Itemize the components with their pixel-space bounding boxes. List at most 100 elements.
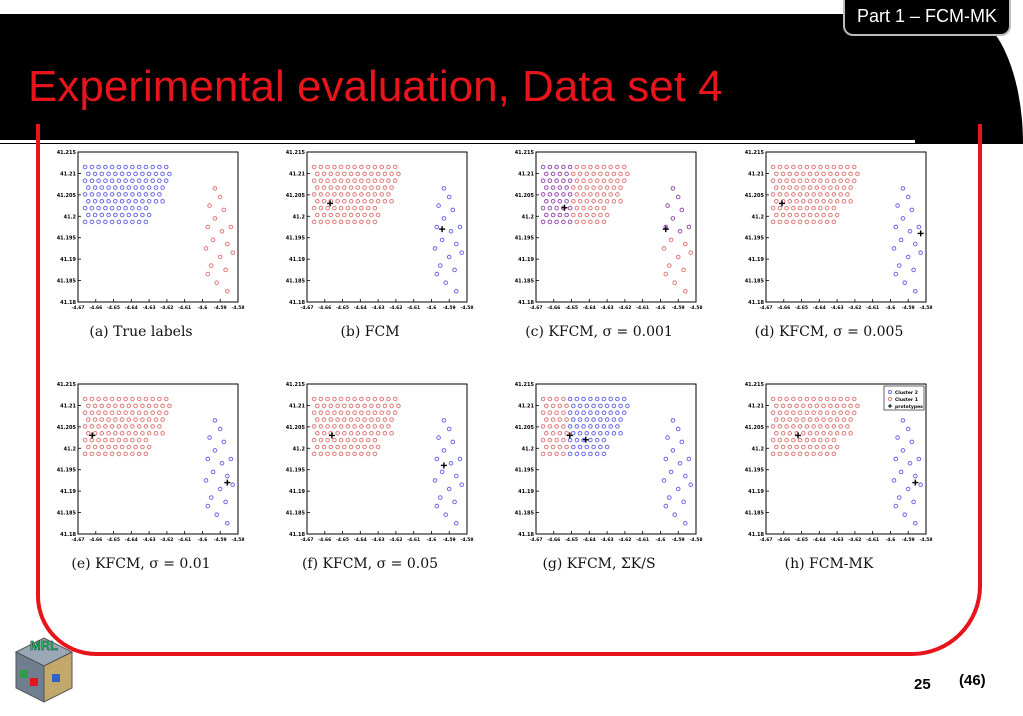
data-point bbox=[396, 403, 401, 409]
data-point bbox=[791, 451, 796, 457]
y-tick-label: 41.19 bbox=[748, 257, 764, 263]
data-point bbox=[804, 437, 810, 443]
data-point bbox=[375, 417, 381, 422]
data-point bbox=[905, 254, 911, 260]
data-point bbox=[581, 219, 586, 225]
data-point bbox=[362, 171, 367, 177]
data-point bbox=[787, 199, 793, 204]
y-tick-label: 41.21 bbox=[60, 171, 76, 177]
data-point bbox=[335, 199, 340, 204]
data-point bbox=[561, 192, 566, 197]
data-point bbox=[434, 271, 440, 277]
x-tick-label: -4.61 bbox=[407, 305, 420, 311]
data-point bbox=[116, 219, 122, 225]
data-point bbox=[618, 431, 623, 436]
data-point bbox=[332, 178, 337, 184]
x-tick-label: -4.63 bbox=[601, 537, 614, 543]
data-point bbox=[787, 185, 793, 190]
data-point bbox=[345, 219, 351, 225]
data-point bbox=[157, 192, 162, 197]
x-tick-label: -4.61 bbox=[636, 537, 649, 543]
data-point bbox=[130, 192, 135, 197]
x-tick-label: -4.61 bbox=[636, 305, 649, 311]
data-point bbox=[359, 451, 364, 457]
data-point bbox=[550, 212, 556, 218]
data-point bbox=[153, 431, 159, 436]
data-point bbox=[228, 224, 234, 230]
data-point bbox=[96, 205, 101, 211]
data-point bbox=[441, 418, 447, 423]
y-tick-label: 41.195 bbox=[57, 236, 77, 242]
data-point bbox=[851, 164, 857, 170]
data-point bbox=[591, 444, 596, 450]
data-point bbox=[359, 205, 364, 211]
data-point bbox=[608, 410, 613, 416]
data-point bbox=[818, 396, 823, 402]
data-point bbox=[577, 417, 583, 422]
data-point bbox=[150, 164, 155, 170]
data-point bbox=[804, 192, 810, 197]
data-point bbox=[365, 192, 371, 197]
data-point bbox=[544, 185, 549, 190]
x-tick-label: -4.64 bbox=[125, 305, 138, 311]
data-point bbox=[851, 396, 857, 402]
data-point bbox=[902, 512, 907, 517]
data-point bbox=[598, 444, 603, 450]
data-point bbox=[130, 219, 135, 225]
figure-caption: (e) KFCM, σ = 0.01 bbox=[71, 556, 211, 572]
data-point bbox=[436, 435, 441, 440]
data-point bbox=[893, 503, 899, 509]
data-point bbox=[365, 164, 371, 170]
data-point bbox=[554, 396, 559, 402]
data-point bbox=[604, 431, 610, 436]
data-point bbox=[770, 424, 776, 429]
data-point bbox=[784, 178, 789, 184]
data-point bbox=[325, 396, 330, 402]
data-point bbox=[611, 403, 617, 409]
data-point bbox=[311, 437, 317, 443]
data-point bbox=[82, 424, 88, 429]
data-point bbox=[831, 205, 837, 211]
data-point bbox=[547, 451, 553, 457]
data-point bbox=[594, 178, 600, 184]
data-point bbox=[911, 499, 916, 505]
scatter-panel: 41.215 41.21 41.205 41.2 41.195 41.19 41.185 41… bbox=[36, 146, 246, 346]
data-point bbox=[225, 241, 230, 247]
y-tick-label: 41.205 bbox=[57, 193, 77, 199]
data-point bbox=[130, 451, 135, 457]
data-point bbox=[544, 444, 549, 450]
data-point bbox=[335, 417, 340, 422]
data-point bbox=[814, 417, 820, 422]
data-point bbox=[352, 192, 357, 197]
data-point bbox=[342, 199, 347, 204]
y-tick-label: 41.205 bbox=[745, 425, 765, 431]
y-tick-label: 41.18 bbox=[518, 300, 534, 306]
y-tick-label: 41.2 bbox=[522, 214, 535, 220]
data-point bbox=[103, 192, 108, 197]
data-point bbox=[913, 473, 918, 479]
data-point bbox=[821, 185, 826, 190]
data-point bbox=[557, 417, 563, 422]
data-point bbox=[679, 207, 685, 213]
data-point bbox=[328, 444, 334, 450]
data-point bbox=[99, 417, 105, 422]
data-point bbox=[335, 185, 340, 190]
x-tick-label: -4.65 bbox=[795, 537, 808, 543]
data-point bbox=[106, 199, 111, 204]
data-point bbox=[217, 426, 223, 432]
data-point bbox=[828, 185, 833, 190]
y-tick-label: 41.215 bbox=[515, 382, 535, 388]
data-point bbox=[561, 437, 566, 443]
data-point bbox=[160, 417, 165, 422]
data-point bbox=[335, 212, 340, 218]
legend-label: Cluster 2 bbox=[895, 390, 918, 396]
data-point bbox=[777, 410, 783, 416]
data-point bbox=[207, 435, 212, 440]
data-point bbox=[900, 186, 906, 191]
data-point bbox=[342, 403, 347, 409]
data-point bbox=[160, 431, 165, 436]
data-point bbox=[136, 451, 142, 457]
x-tick-label: -4.62 bbox=[389, 537, 402, 543]
data-point bbox=[217, 254, 223, 260]
data-point bbox=[770, 205, 776, 211]
